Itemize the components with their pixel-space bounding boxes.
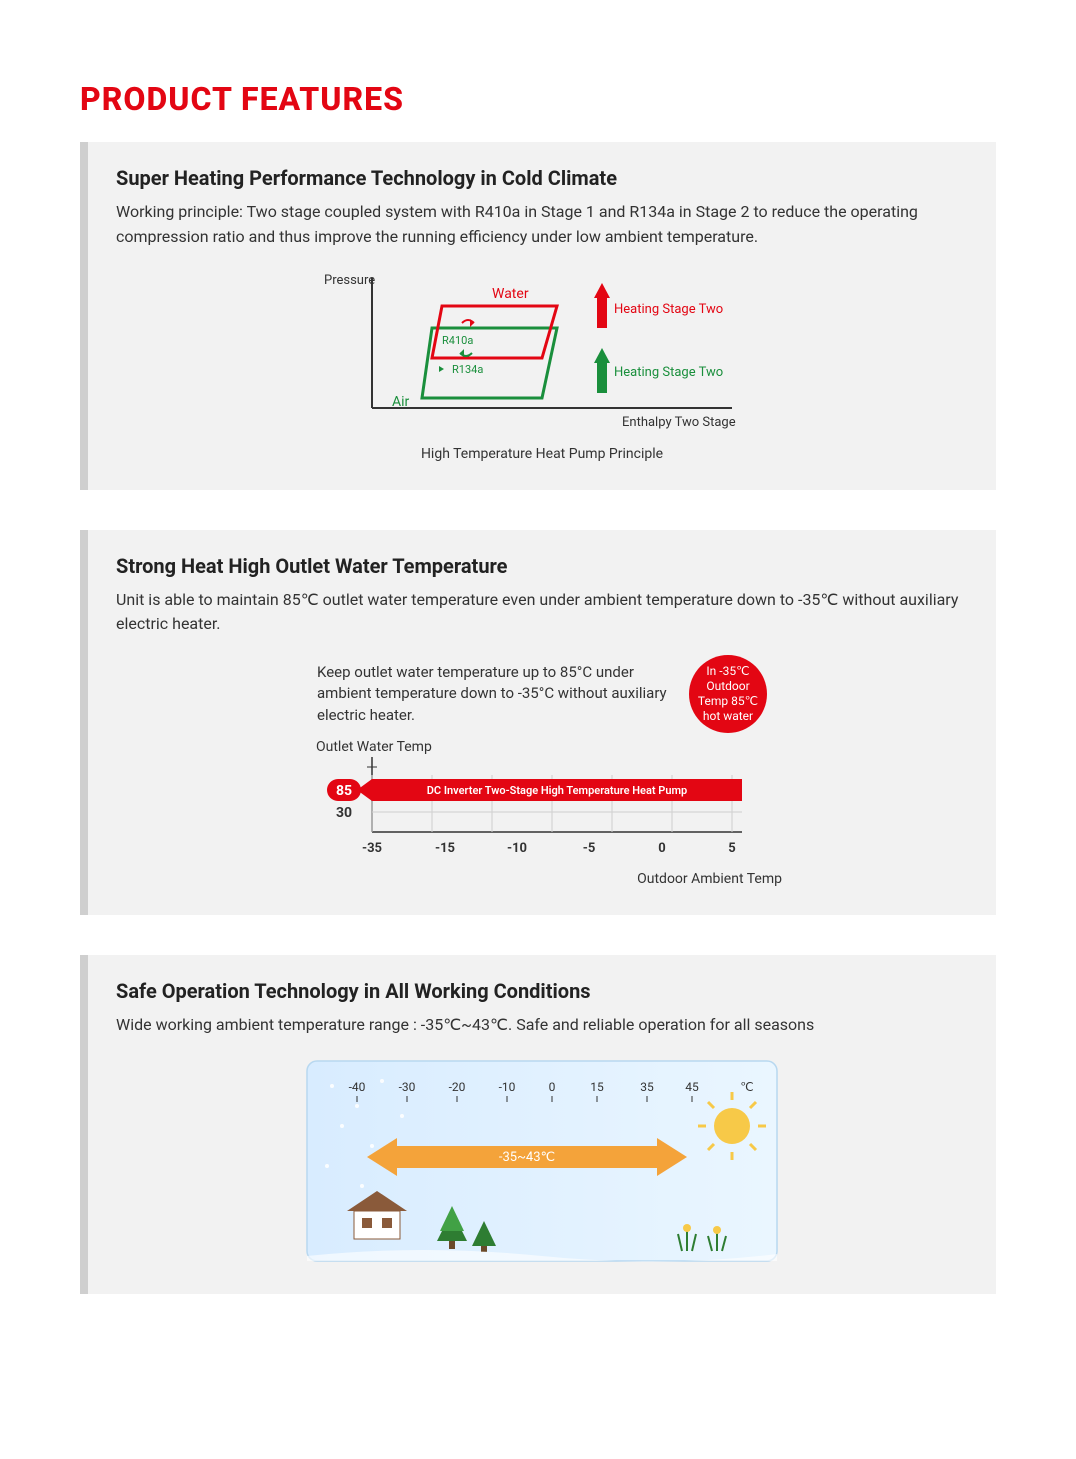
feature-desc: Unit is able to maintain 85℃ outlet wate… [116, 588, 968, 638]
stage-two-label-bottom: Heating Stage Two [614, 365, 723, 380]
chart-y-label: Outlet Water Temp [316, 739, 432, 755]
scale-tick: 0 [549, 1080, 556, 1094]
scale-unit: ℃ [740, 1080, 753, 1094]
scale-tick: -30 [399, 1080, 416, 1094]
x-tick: -15 [435, 841, 455, 856]
feature-desc: Wide working ambient temperature range :… [116, 1013, 968, 1038]
note-text: Keep outlet water temperature up to 85°C… [317, 662, 677, 727]
scale-tick: 15 [590, 1080, 604, 1094]
feature-block-outlet-temp: Strong Heat High Outlet Water Temperatur… [80, 530, 996, 916]
feature-block-cold-climate: Super Heating Performance Technology in … [80, 142, 996, 490]
scale-tick: -20 [449, 1080, 466, 1094]
feature-desc: Working principle: Two stage coupled sys… [116, 200, 968, 250]
x-tick: -35 [362, 841, 382, 856]
scale-tick: -40 [349, 1080, 366, 1094]
scale-tick: 45 [685, 1080, 699, 1094]
x-tick: -5 [583, 841, 596, 856]
outlet-temp-chart: Outlet Water Temp [116, 739, 968, 887]
temperature-range-illustration: -40 -30 -20 -10 0 15 35 45 ℃ [302, 1056, 782, 1266]
pressure-enthalpy-diagram: Pressure Water R410a R134a Air Heating S… [312, 268, 772, 462]
r410a-label: R410a [442, 334, 473, 347]
air-label: Air [392, 394, 410, 410]
diagram-caption: High Temperature Heat Pump Principle [312, 446, 772, 462]
feature-title: Super Heating Performance Technology in … [116, 166, 968, 190]
feature-title: Safe Operation Technology in All Working… [116, 979, 968, 1003]
x-axis-label: Enthalpy Two Stage [622, 415, 736, 430]
range-label: -35~43℃ [499, 1150, 555, 1165]
r134a-label: R134a [452, 363, 483, 376]
bar-label: DC Inverter Two-Stage High Temperature H… [427, 784, 687, 797]
page-title: PRODUCT FEATURES [80, 80, 996, 118]
y-tick-85: 85 [336, 783, 352, 799]
y-axis-label: Pressure [324, 273, 375, 288]
feature-title: Strong Heat High Outlet Water Temperatur… [116, 554, 968, 578]
y-tick-30: 30 [336, 805, 352, 821]
water-label: Water [492, 286, 529, 302]
scale-tick: 35 [640, 1080, 654, 1094]
x-tick: -10 [507, 841, 527, 856]
chart-x-label: Outdoor Ambient Temp [302, 871, 782, 887]
badge-circle: In -35℃ Outdoor Temp 85℃ hot water [689, 655, 767, 733]
stage-two-label-top: Heating Stage Two [614, 302, 723, 317]
x-tick: 0 [658, 841, 665, 856]
feature-block-safe-operation: Safe Operation Technology in All Working… [80, 955, 996, 1294]
x-tick: 5 [728, 841, 735, 856]
scale-tick: -10 [499, 1080, 516, 1094]
